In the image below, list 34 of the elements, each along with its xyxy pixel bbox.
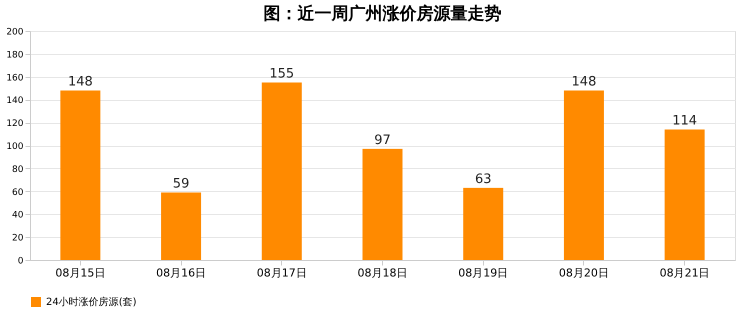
y-tick-label: 40 xyxy=(12,210,24,221)
x-tick-label: 08月20日 xyxy=(558,266,609,280)
bar xyxy=(463,188,504,260)
x-tick-label: 08月19日 xyxy=(458,266,508,280)
data-label: 114 xyxy=(672,113,698,128)
bar xyxy=(664,129,705,260)
x-tick-label: 08月18日 xyxy=(358,266,408,280)
data-label: 97 xyxy=(374,132,391,148)
legend-label: 24小时涨价房源(套) xyxy=(46,296,137,308)
y-tick-label: 140 xyxy=(6,96,24,106)
x-tick-label: 08月15日 xyxy=(55,266,106,280)
bar xyxy=(362,148,402,260)
data-label: 148 xyxy=(68,74,93,90)
chart-title: 图：近一周广州涨价房源量走势 xyxy=(264,4,502,24)
data-label: 155 xyxy=(269,66,294,82)
y-tick-label: 120 xyxy=(6,119,24,130)
y-tick-label: 20 xyxy=(12,234,24,244)
y-tick-label: 180 xyxy=(6,50,24,60)
bar xyxy=(60,90,100,260)
bar xyxy=(564,90,604,260)
y-tick-label: 160 xyxy=(6,73,24,84)
y-tick-label: 80 xyxy=(12,164,24,175)
data-label: 63 xyxy=(474,172,492,187)
y-tick-label: 0 xyxy=(18,256,24,266)
data-label: 148 xyxy=(572,74,596,90)
y-tick-label: 100 xyxy=(6,142,24,152)
x-tick-label: 08月21日 xyxy=(660,266,710,280)
y-tick-label: 60 xyxy=(12,188,24,198)
bar xyxy=(161,192,202,260)
x-tick-label: 08月16日 xyxy=(156,266,206,280)
y-tick-label: 200 xyxy=(6,28,24,38)
data-label: 59 xyxy=(172,176,190,192)
x-tick-label: 08月17日 xyxy=(256,266,307,280)
bar xyxy=(262,82,302,260)
